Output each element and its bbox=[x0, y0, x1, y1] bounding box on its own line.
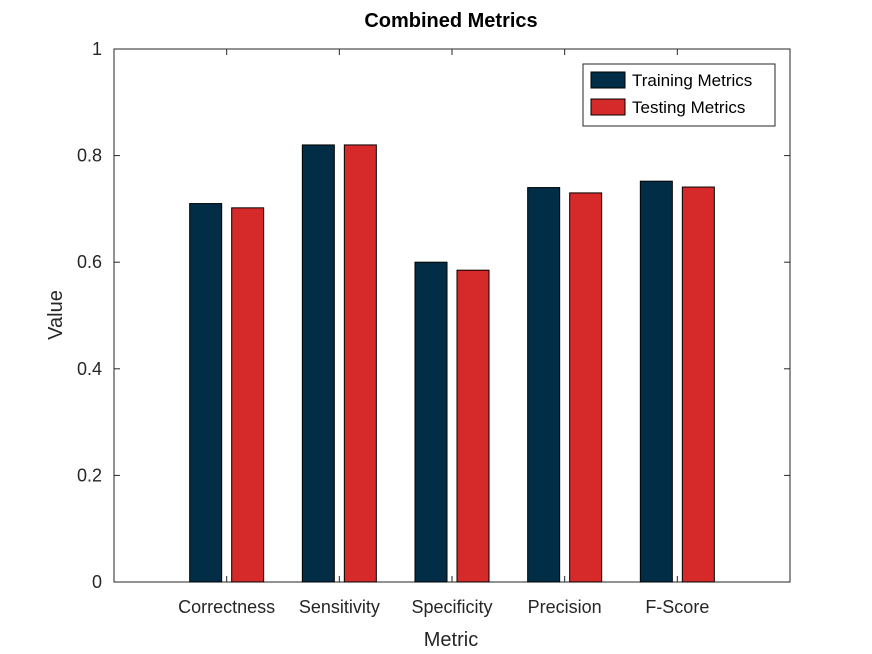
bar-training bbox=[414, 261, 448, 583]
x-axis: Correctness Sensitivity Specificity Precisi… bbox=[178, 49, 709, 617]
y-tick-label: 0.4 bbox=[77, 359, 102, 379]
x-tick-label: Specificity bbox=[411, 597, 492, 617]
bar-testing bbox=[569, 192, 603, 583]
y-tick-label: 0 bbox=[92, 572, 102, 592]
bar-training bbox=[639, 180, 673, 583]
bars bbox=[189, 144, 715, 583]
axes-box bbox=[113, 48, 791, 583]
y-axis: 0 0.2 0.4 0.6 0.8 1 bbox=[77, 39, 790, 592]
bar-testing bbox=[343, 144, 377, 583]
legend-label: Testing Metrics bbox=[632, 98, 745, 117]
chart-title: Combined Metrics bbox=[364, 10, 537, 32]
legend-label: Training Metrics bbox=[632, 71, 752, 90]
x-tick-label: F-Score bbox=[645, 597, 709, 617]
y-tick-label: 1 bbox=[92, 39, 102, 59]
bar-testing bbox=[231, 207, 265, 583]
bar-testing bbox=[681, 186, 715, 583]
bar-training bbox=[301, 144, 335, 583]
x-tick-label: Precision bbox=[528, 597, 602, 617]
legend-swatch bbox=[590, 98, 626, 116]
x-tick-label: Sensitivity bbox=[299, 597, 380, 617]
y-tick-label: 0.8 bbox=[77, 146, 102, 166]
y-axis-label: Value bbox=[45, 290, 67, 340]
x-tick-label: Correctness bbox=[178, 597, 275, 617]
y-tick-label: 0.6 bbox=[77, 252, 102, 272]
y-tick-label: 0.2 bbox=[77, 465, 102, 485]
legend: Training Metrics Testing Metrics bbox=[582, 63, 776, 127]
x-axis-label: Metric bbox=[424, 629, 478, 651]
bar-training bbox=[189, 203, 223, 583]
plot-area bbox=[113, 48, 791, 583]
bar-testing bbox=[456, 269, 490, 583]
bar-training bbox=[527, 187, 561, 583]
legend-swatch bbox=[590, 71, 626, 89]
